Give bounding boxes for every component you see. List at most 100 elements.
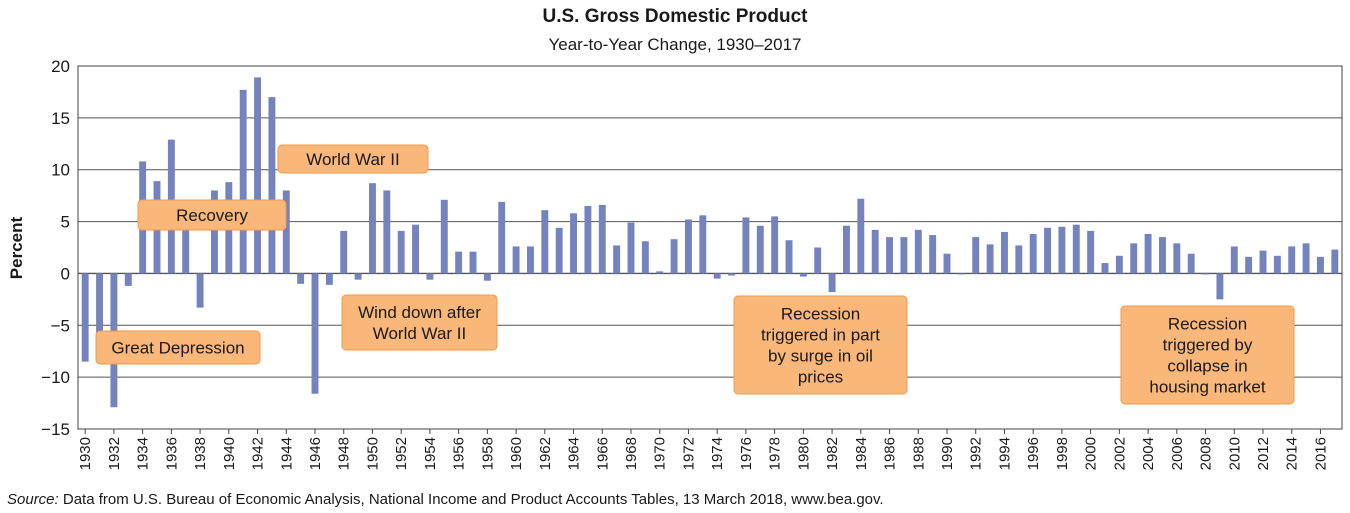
bar-1948 (340, 230, 348, 274)
bar-2013 (1273, 255, 1281, 274)
x-tick-label: 1940 (221, 437, 238, 470)
bar-2010 (1230, 246, 1238, 274)
annotation-text: Recession (781, 305, 860, 324)
bar-1993 (986, 244, 994, 274)
x-tick-label: 1976 (738, 437, 755, 470)
x-tick-labels: 1930 1932 1934 1936 1938 1940 1942 1944 1946 1948… (77, 429, 1329, 470)
y-tick-label: −10 (41, 368, 70, 387)
x-tick-label: 1974 (709, 437, 726, 470)
x-tick-label: 2016 (1312, 437, 1329, 470)
annotation-6: Recession triggered by collapse in housing … (1120, 305, 1295, 405)
x-tick-label: 1944 (278, 437, 295, 470)
x-tick-label: 1934 (135, 437, 152, 470)
bar-1944 (282, 190, 290, 274)
bar-2002 (1115, 255, 1123, 274)
bar-1938 (196, 273, 204, 308)
bar-1956 (455, 251, 463, 274)
x-tick-label: 1980 (795, 437, 812, 470)
bar-1983 (843, 225, 850, 274)
y-tick-label: 10 (51, 161, 70, 180)
bar-2001 (1101, 263, 1109, 274)
annotation-text: World War II (306, 150, 400, 169)
bar-1986 (886, 237, 893, 274)
bar-1976 (742, 217, 750, 274)
y-tick-label: 5 (61, 213, 70, 232)
bar-1967 (613, 245, 621, 274)
x-tick-label: 1988 (910, 437, 927, 470)
bar-2003 (1130, 243, 1138, 274)
annotation-text: World War II (373, 324, 467, 343)
x-tick-label: 1960 (508, 437, 525, 470)
x-tick-label: 1948 (336, 437, 353, 470)
bar-1975 (728, 273, 735, 276)
annotation-box (341, 294, 498, 351)
source-text: Data from U.S. Bureau of Economic Analys… (59, 491, 884, 508)
bar-2009 (1216, 273, 1224, 300)
bar-1970 (656, 271, 664, 274)
bar-1987 (900, 237, 908, 274)
annotation-4: Wind down after World War II (341, 294, 498, 351)
bar-1991 (957, 273, 965, 275)
bar-1965 (584, 206, 592, 274)
bar-1964 (570, 213, 577, 274)
annotation-text: Wind down after (358, 303, 481, 322)
y-tick-label: 0 (61, 264, 70, 283)
bar-1973 (699, 215, 707, 274)
x-tick-label: 1968 (623, 437, 640, 470)
annotation-text: housing market (1149, 378, 1266, 397)
bar-2007 (1187, 253, 1195, 274)
bar-1959 (498, 201, 506, 274)
x-tick-label: 1972 (680, 437, 697, 470)
bar-2017 (1331, 249, 1339, 274)
bar-1997 (1044, 227, 1051, 274)
bar-1953 (412, 224, 419, 274)
bar-2006 (1173, 243, 1181, 274)
annotation-box (733, 295, 908, 395)
annotation-box (277, 144, 429, 174)
bar-1955 (440, 199, 448, 274)
bar-2014 (1288, 246, 1296, 274)
x-tick-label: 1930 (77, 437, 94, 470)
y-tick-labels: 20 15 10 5 0 −5 −10 −15 (41, 57, 70, 439)
bar-1977 (756, 225, 764, 274)
bar-1937 (182, 220, 190, 274)
x-tick-label: 1938 (192, 437, 209, 470)
bar-1998 (1058, 226, 1066, 274)
bar-1969 (641, 241, 649, 274)
bar-1949 (354, 273, 362, 280)
x-tick-label: 1998 (1054, 437, 1071, 470)
bar-1962 (541, 210, 549, 274)
bar-1982 (828, 273, 836, 293)
bar-1980 (799, 273, 807, 277)
bar-2012 (1259, 250, 1267, 274)
x-tick-label: 1936 (163, 437, 180, 470)
bar-1989 (929, 235, 937, 274)
bar-1978 (771, 216, 779, 274)
annotation-5: Recession triggered in part by surge in oi… (733, 295, 908, 395)
x-tick-label: 1984 (853, 437, 870, 470)
x-tick-label: 1946 (307, 437, 324, 470)
bar-1968 (627, 222, 635, 274)
bar-1992 (972, 237, 980, 274)
bar-1960 (512, 246, 520, 274)
x-tick-label: 1932 (106, 437, 123, 470)
bar-1941 (239, 89, 247, 274)
source-note: Source: Data from U.S. Bureau of Economi… (7, 491, 884, 508)
bar-1990 (943, 253, 951, 274)
y-tick-label: −15 (41, 420, 70, 439)
x-tick-label: 2010 (1226, 437, 1243, 470)
bar-1957 (469, 251, 477, 274)
bar-2005 (1159, 237, 1166, 274)
y-tick-label: 15 (51, 109, 70, 128)
bar-1994 (1001, 231, 1008, 274)
annotation-text: Recovery (176, 206, 248, 225)
y-tick-label: 20 (51, 57, 70, 76)
chart-title: U.S. Gross Domestic Product (542, 6, 808, 27)
x-tick-label: 1962 (537, 437, 554, 470)
x-tick-label: 1966 (594, 437, 611, 470)
bar-2000 (1087, 230, 1095, 274)
x-tick-label: 2002 (1111, 437, 1128, 470)
bar-2008 (1202, 273, 1209, 275)
annotation-text: by surge in oil (768, 347, 873, 366)
